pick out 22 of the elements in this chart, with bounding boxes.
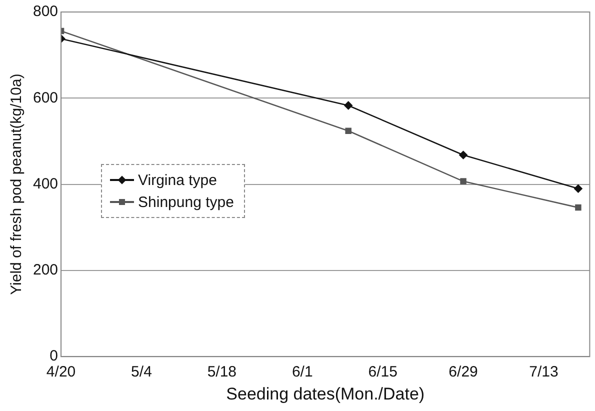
point xyxy=(460,178,466,184)
x-tick-label: 5/18 xyxy=(207,364,237,381)
x-tick-label: 6/29 xyxy=(448,364,478,381)
point xyxy=(574,184,582,193)
legend-label: Shinpung type xyxy=(138,194,234,211)
point xyxy=(345,128,352,134)
y-tick-label: 800 xyxy=(32,3,58,20)
legend-label: Virgina type xyxy=(138,172,217,189)
x-tick-label: 6/15 xyxy=(368,364,398,381)
x-tick-label: 6/1 xyxy=(292,364,313,381)
point xyxy=(344,101,352,110)
y-tick-label: 0 xyxy=(50,348,58,365)
y-tick-label: 400 xyxy=(32,175,58,192)
x-tick-label: 4/20 xyxy=(46,364,76,381)
y-tick-label: 200 xyxy=(32,262,58,279)
point xyxy=(459,150,468,160)
x-tick-label: 7/13 xyxy=(529,364,558,381)
y-tick-label: 600 xyxy=(32,89,58,106)
x-tick-label: 5/4 xyxy=(131,364,152,381)
x-axis-title: Seeding dates(Mon./Date) xyxy=(226,384,425,404)
y-axis-title: Yield of fresh pod peanut(kg/10a) xyxy=(8,74,26,295)
point xyxy=(575,204,582,211)
